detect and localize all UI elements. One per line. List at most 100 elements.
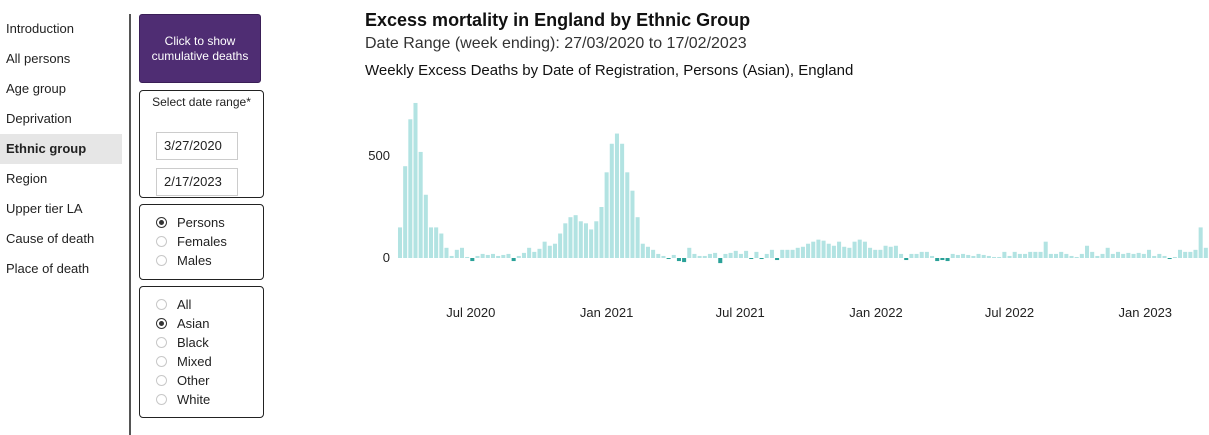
date-start-input[interactable]: 3/27/2020 <box>156 132 238 160</box>
chart-bar <box>811 241 816 258</box>
chart-bar <box>935 258 940 262</box>
radio-button[interactable] <box>156 299 167 310</box>
ethnic-option-black[interactable]: Black <box>156 333 209 352</box>
chart-bar <box>521 252 526 258</box>
chart-title: Excess mortality in England by Ethnic Gr… <box>365 10 751 30</box>
chart-bar <box>1121 253 1126 258</box>
radio-button[interactable] <box>156 394 167 405</box>
date-end-input[interactable]: 2/17/2023 <box>156 168 238 196</box>
chart-bar <box>986 255 991 258</box>
chart-bar <box>1203 247 1208 258</box>
chart-bar <box>434 227 439 258</box>
chart-bar <box>893 245 898 258</box>
chart-bar <box>692 253 697 258</box>
chart-bar <box>687 247 692 258</box>
chart-bar <box>940 258 945 261</box>
ethnic-option-all[interactable]: All <box>156 295 191 314</box>
ethnic-option-mixed[interactable]: Mixed <box>156 352 212 371</box>
radio-button[interactable] <box>156 375 167 386</box>
chart-bar <box>1090 251 1095 258</box>
x-tick-label: Jan 2023 <box>1119 305 1173 320</box>
chart-bar <box>651 249 656 258</box>
cumulative-deaths-button[interactable]: Click to show cumulative deaths <box>139 14 261 83</box>
radio-button[interactable] <box>156 255 167 266</box>
chart-bar <box>981 254 986 258</box>
chart-bar <box>408 119 413 258</box>
chart-bar <box>609 143 614 258</box>
sex-radio-group: Persons Females Males <box>139 204 264 280</box>
radio-button[interactable] <box>156 356 167 367</box>
x-tick-label: Jan 2021 <box>580 305 634 320</box>
ethnic-option-other[interactable]: Other <box>156 371 210 390</box>
chart-bar <box>1141 253 1146 258</box>
chart-bar <box>1017 253 1022 258</box>
nav-ethnic-group[interactable]: Ethnic group <box>0 134 122 164</box>
sex-option-males[interactable]: Males <box>156 251 212 270</box>
chart-bar <box>800 246 805 258</box>
chart-bar <box>924 251 929 258</box>
nav-place-of-death[interactable]: Place of death <box>6 261 90 276</box>
chart-bar <box>625 172 630 258</box>
chart-bar <box>862 241 867 258</box>
chart-bar <box>475 255 480 258</box>
chart-bar <box>661 255 666 258</box>
radio-label: Females <box>177 234 227 249</box>
chart-bar <box>806 243 811 258</box>
chart-bar <box>961 253 966 258</box>
chart-bar <box>919 251 924 258</box>
chart-bar <box>1079 253 1084 258</box>
chart-bar <box>759 258 764 260</box>
chart-bar <box>1152 255 1157 258</box>
x-tick-label: Jan 2022 <box>849 305 903 320</box>
radio-label: White <box>177 392 211 407</box>
nav-upper-tier-la[interactable]: Upper tier LA <box>6 201 83 216</box>
chart-bar <box>532 251 537 258</box>
chart-bar <box>506 253 511 258</box>
sex-option-persons[interactable]: Persons <box>156 213 225 232</box>
date-start-value: 3/27/2020 <box>164 138 222 153</box>
chart-bar <box>713 252 718 258</box>
chart-bar <box>645 246 650 258</box>
nav-introduction[interactable]: Introduction <box>6 21 74 36</box>
radio-button[interactable] <box>156 217 167 228</box>
chart-bar <box>795 247 800 258</box>
ethnic-option-white[interactable]: White <box>156 390 210 409</box>
chart-bar <box>702 255 707 258</box>
chart-bar <box>909 253 914 258</box>
chart-bar <box>1126 252 1131 258</box>
y-tick-label: 500 <box>368 148 390 163</box>
chart-bar <box>976 253 981 258</box>
chart-bar <box>656 253 661 258</box>
sex-option-females[interactable]: Females <box>156 232 227 251</box>
sidebar-divider <box>129 14 131 435</box>
chart-bar <box>1198 227 1203 258</box>
chart-bar <box>418 151 423 258</box>
ethnic-option-asian[interactable]: Asian <box>156 314 210 333</box>
chart-bar <box>769 249 774 258</box>
nav-all-persons[interactable]: All persons <box>6 51 71 66</box>
chart-bar <box>682 258 687 263</box>
nav-cause-of-death[interactable]: Cause of death <box>6 231 95 246</box>
radio-button[interactable] <box>156 337 167 348</box>
date-end-value: 2/17/2023 <box>164 174 222 189</box>
nav-age-group[interactable]: Age group <box>6 81 66 96</box>
nav-region[interactable]: Region <box>6 171 48 186</box>
chart-bar <box>459 247 464 258</box>
chart-bar <box>516 255 521 258</box>
nav-deprivation[interactable]: Deprivation <box>6 111 72 126</box>
chart-bar <box>723 253 728 258</box>
date-range-panel: Select date range* 3/27/2020 2/17/2023 <box>139 90 264 198</box>
radio-button[interactable] <box>156 318 167 329</box>
chart-bar <box>1064 253 1069 258</box>
chart-bar <box>558 233 563 258</box>
chart-bar <box>1023 253 1028 258</box>
chart-bar <box>780 249 785 258</box>
chart-bar <box>821 240 826 258</box>
chart-bar <box>614 133 619 258</box>
radio-label: Other <box>177 373 210 388</box>
chart-bar <box>1007 255 1012 258</box>
chart-bar <box>992 256 997 258</box>
chart-bar <box>537 248 542 258</box>
radio-button[interactable] <box>156 236 167 247</box>
chart-bar <box>1105 247 1110 258</box>
